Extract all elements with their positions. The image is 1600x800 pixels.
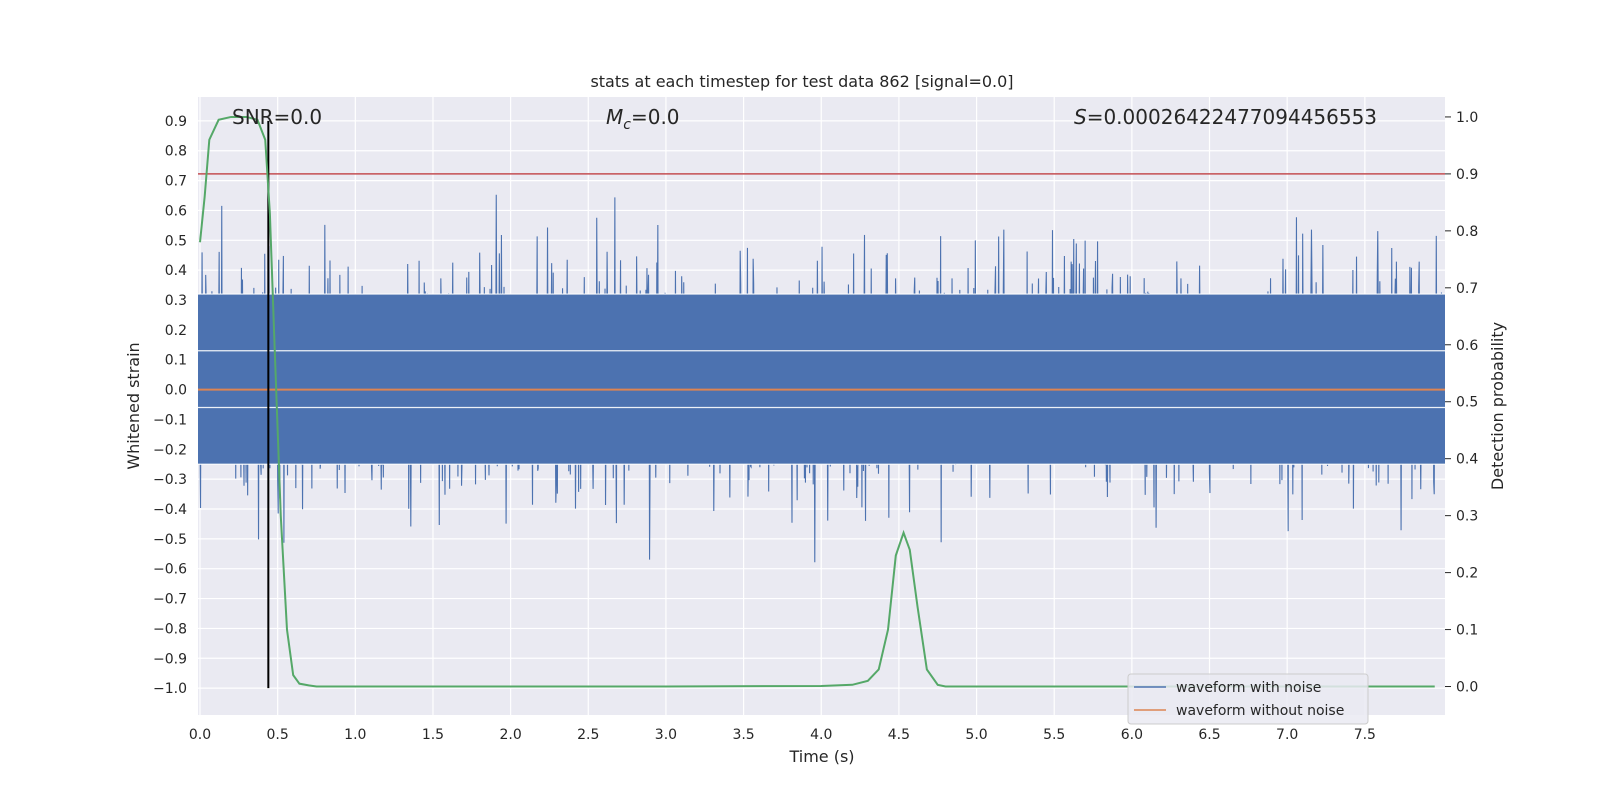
x-tick-label-8: 4.0 (810, 727, 832, 743)
x-tick-label-9: 4.5 (888, 727, 910, 743)
annotation-score-symbol: S (1074, 105, 1087, 129)
y-tick-label-15: −0.6 (153, 562, 187, 578)
y2-tick-label-1: 0.9 (1456, 167, 1478, 183)
y-tick-label-2: 0.7 (165, 174, 187, 190)
annotation-score-value: =0.00026422477094456553 (1087, 105, 1377, 129)
probability-line (199, 115, 1435, 688)
x-tick-label-4: 2.0 (499, 727, 521, 743)
x-tick-label-10: 5.0 (965, 727, 987, 743)
y-axis-label: Whitened strain (124, 342, 143, 469)
x-tick-label-6: 3.0 (655, 727, 677, 743)
y-tick-label-1: 0.8 (165, 144, 187, 160)
series-waveform-with-noise (198, 194, 1445, 563)
y-tick-label-0: 0.9 (165, 114, 187, 130)
x-tick-label-14: 7.0 (1276, 727, 1298, 743)
y-tick-label-12: −0.3 (153, 472, 187, 488)
legend: waveform with noise waveform without noi… (1127, 673, 1369, 725)
noise-waveform-dense-band (198, 294, 1445, 465)
x-tick-label-0: 0.0 (189, 727, 211, 743)
y2-tick-label-0: 1.0 (1456, 110, 1478, 126)
y2-tick-label-3: 0.7 (1456, 281, 1478, 297)
y-tick-label-5: 0.4 (165, 263, 187, 279)
y-tick-label-6: 0.3 (165, 293, 187, 309)
y-axis-ticks: 0.9 0.8 0.7 0.6 0.5 0.4 0.3 0.2 0.1 0.0 −0.1 −0.2 −0… (153, 114, 187, 697)
x-tick-label-11: 5.5 (1043, 727, 1065, 743)
y-tick-label-13: −0.4 (153, 502, 187, 518)
y2-tick-label-10: 0.0 (1456, 680, 1478, 696)
y-tick-label-7: 0.2 (165, 323, 187, 339)
x-tick-label-13: 6.5 (1198, 727, 1220, 743)
y-tick-label-16: −0.7 (153, 592, 187, 608)
x-tick-label-1: 0.5 (267, 727, 289, 743)
y2-axis-label: Detection probability (1488, 322, 1507, 490)
y2-tick-label-2: 0.8 (1456, 224, 1478, 240)
legend-label-waveform-with-noise: waveform with noise (1176, 680, 1321, 696)
y-tick-label-18: −0.9 (153, 651, 187, 667)
y2-tick-label-8: 0.2 (1456, 566, 1478, 582)
y-tick-label-4: 0.5 (165, 233, 187, 249)
annotation-chirp-mass-symbol: M (606, 105, 623, 129)
annotation-chirp-mass: Mc=0.0 (606, 105, 680, 133)
y-tick-label-8: 0.1 (165, 353, 187, 369)
x-tick-label-5: 2.5 (577, 727, 599, 743)
y-tick-label-14: −0.5 (153, 532, 187, 548)
series-detection-probability (199, 115, 1435, 688)
y2-tick-label-5: 0.5 (1456, 395, 1478, 411)
y2-tick-label-7: 0.3 (1456, 509, 1478, 525)
annotation-snr: SNR=0.0 (232, 105, 322, 129)
y-tick-label-19: −1.0 (153, 681, 187, 697)
y2-tick-label-6: 0.4 (1456, 452, 1478, 468)
y-tick-label-3: 0.6 (165, 203, 187, 219)
y-tick-label-11: −0.2 (153, 442, 187, 458)
x-axis-label: Time (s) (788, 747, 854, 766)
y2-tick-label-9: 0.1 (1456, 623, 1478, 639)
y2-axis-ticks: 1.0 0.9 0.8 0.7 0.6 0.5 0.4 0.3 0.2 0.1 0.0 (1445, 110, 1478, 696)
y2-tick-label-4: 0.6 (1456, 338, 1478, 354)
y-tick-label-9: 0.0 (165, 383, 187, 399)
annotation-chirp-mass-subscript: c (623, 117, 631, 133)
x-tick-label-2: 1.0 (344, 727, 366, 743)
x-tick-label-7: 3.5 (732, 727, 754, 743)
annotation-chirp-mass-value: =0.0 (631, 105, 680, 129)
annotation-score: S=0.00026422477094456553 (1074, 105, 1377, 129)
x-axis-ticks: 0.0 0.5 1.0 1.5 2.0 2.5 3.0 3.5 4.0 4.5 5.0 5.5 6.0 6… (189, 727, 1376, 743)
x-tick-label-15: 7.5 (1354, 727, 1376, 743)
legend-box (1127, 673, 1369, 725)
x-tick-label-3: 1.5 (422, 727, 444, 743)
chart-title: stats at each timestep for test data 862… (590, 72, 1013, 91)
y-tick-label-10: −0.1 (153, 412, 187, 428)
y-tick-label-17: −0.8 (153, 621, 187, 637)
x-tick-label-12: 6.0 (1121, 727, 1143, 743)
legend-label-waveform-without-noise: waveform without noise (1176, 703, 1344, 719)
